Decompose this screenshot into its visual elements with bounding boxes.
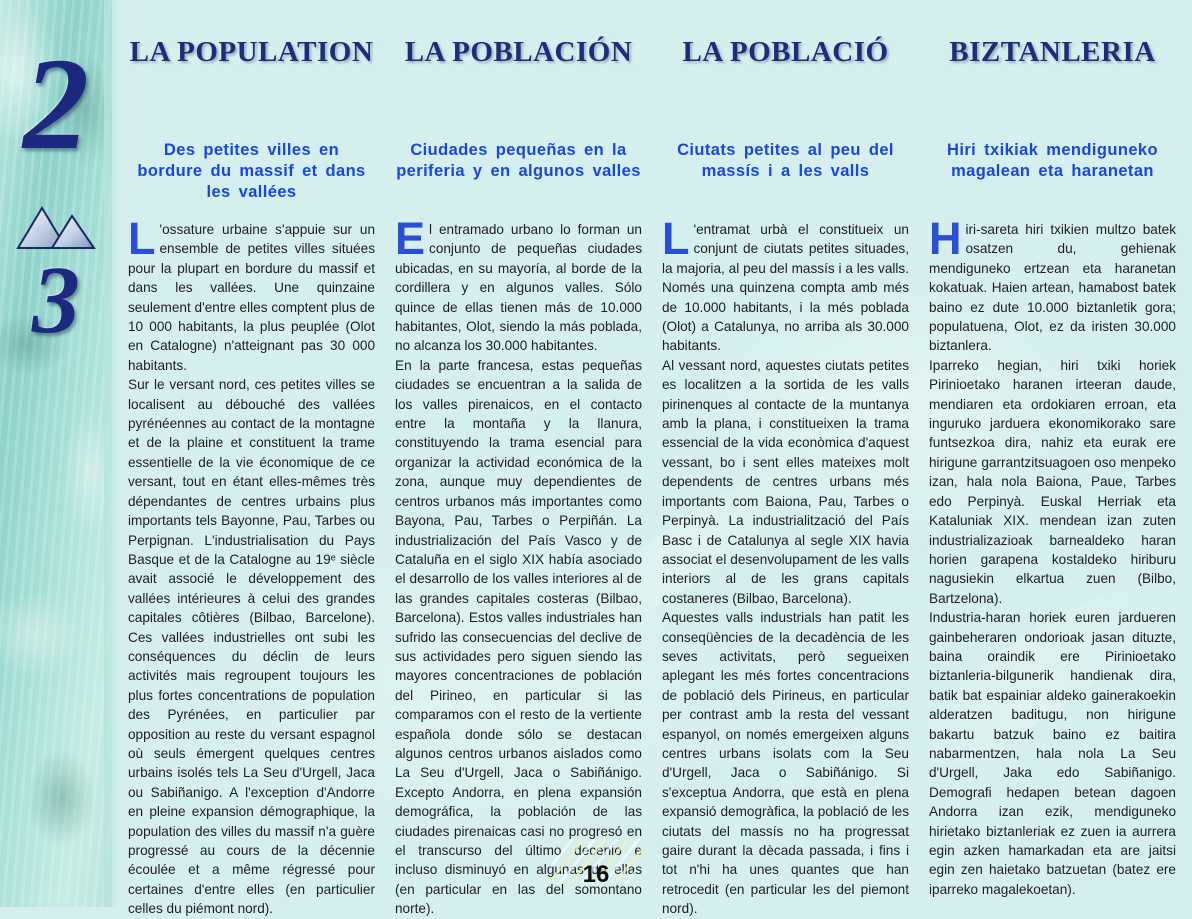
watercolor-side-band: 2 3 [0,0,120,907]
subtitle-catalan: Ciutats petites al peu del massís i a le… [677,141,894,180]
dropcap-catalan: L [662,213,690,264]
body-catalan: L'entramat urbà el constitueix un conjun… [662,213,909,919]
paragraph: Aquestes valls industrials han patit les… [662,610,909,917]
paragraph-text: l entramado urbano lo forman un conjunto… [395,222,642,354]
paragraph: L'ossature urbaine s'appuie sur un ensem… [128,213,375,375]
page-footer: 16 [0,839,1192,889]
paragraph-text: 'ossature urbaine s'appuie sur un ensemb… [128,222,375,373]
twin-mountain-peaks-icon [16,206,96,249]
dropcap-french: L [128,213,156,264]
chapter-number: 2 [23,30,89,177]
title-catalan: LA POBLACIÓ [682,36,889,68]
paragraph: Industria-haran horiek euren jardueren g… [929,610,1176,897]
dropcap-spanish: E [395,213,426,264]
subtitle-basque: Hiri txikiak mendiguneko magalean eta ha… [947,141,1158,180]
subtitle-spanish: Ciudades pequeñas en la periferia y en a… [396,141,641,180]
title-basque: BIZTANLERIA [949,36,1156,68]
four-column-layout: LA POPULATION Des petites villes en bord… [112,0,1192,916]
subtitle-french: Des petites villes en bordure du massif … [137,141,366,201]
column-basque: BIZTANLERIA Hiri txikiak mendiguneko mag… [927,0,1178,919]
paragraph-text: 'entramat urbà el constitueix un conjunt… [662,222,909,354]
paragraph-text: iri-sareta hiri txikien multzo batek osa… [929,222,1176,354]
paragraph: Al vessant nord, aquestes ciutats petite… [662,357,909,606]
column-spanish: LA POBLACIÓN Ciudades pequeñas en la per… [393,0,644,919]
page-number: 16 [582,861,610,888]
title-spanish: LA POBLACIÓN [404,36,633,68]
column-french: LA POPULATION Des petites villes en bord… [126,0,377,919]
dropcap-basque: H [929,213,962,264]
title-french: LA POPULATION [129,36,374,68]
paragraph: Sur le versant nord, ces petites villes … [128,377,375,917]
body-french: L'ossature urbaine s'appuie sur un ensem… [128,213,375,919]
paragraph: L'entramat urbà el constitueix un conjun… [662,213,909,356]
section-number: 3 [32,246,80,353]
paragraph: Iparreko hegian, hiri txiki horiek Pirin… [929,357,1176,606]
column-catalan: LA POBLACIÓ Ciutats petites al peu del m… [660,0,911,919]
paragraph: En la parte francesa, estas pequeñas ciu… [395,357,642,917]
